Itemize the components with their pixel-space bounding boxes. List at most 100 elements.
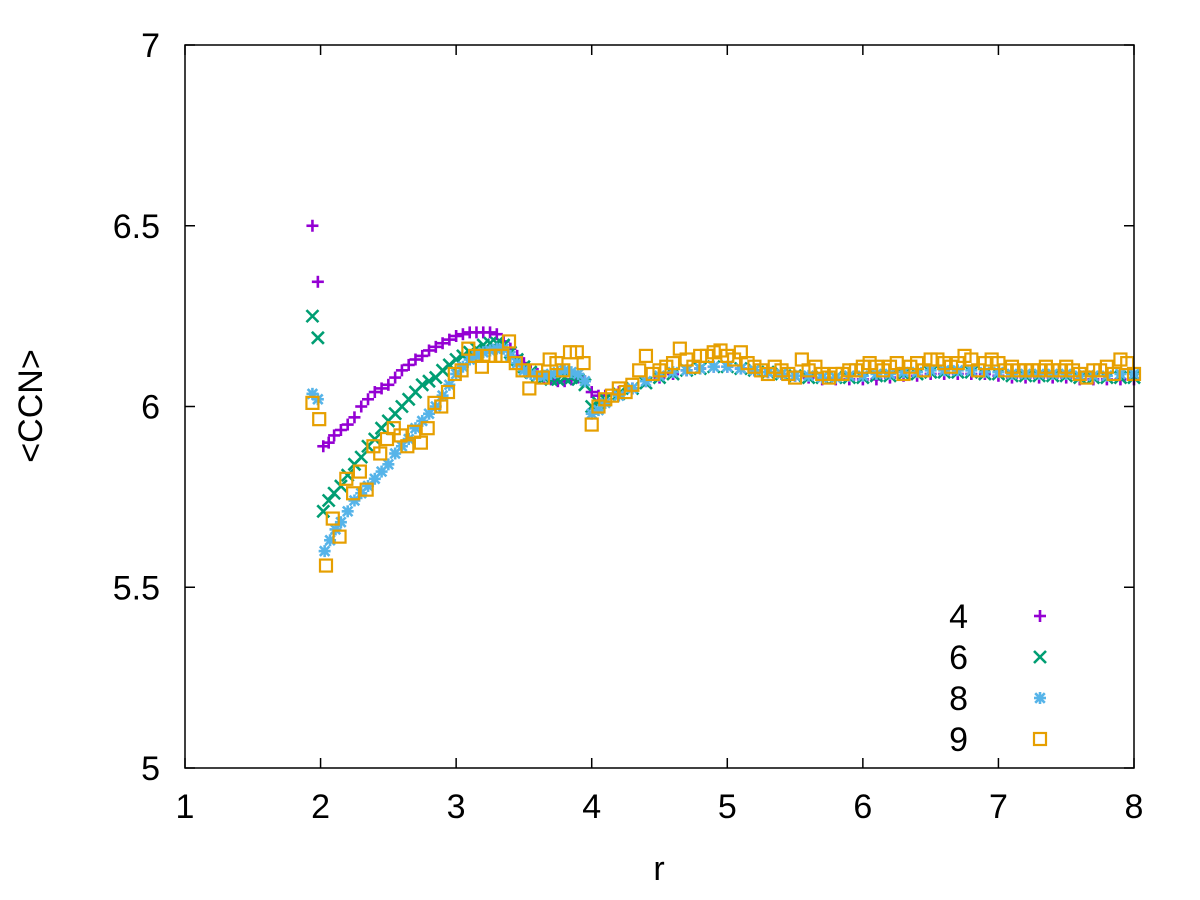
data-point [495,348,510,363]
data-point [318,558,334,573]
series-9 [305,334,1142,573]
data-point [501,334,517,349]
x-tick-label: 4 [582,788,601,826]
data-point [416,349,429,362]
data-point [310,330,325,345]
data-point [578,375,591,388]
data-point [306,219,319,232]
data-point [382,378,395,391]
x-tick-label: 6 [853,788,872,826]
data-point [429,340,442,353]
data-point [402,358,415,371]
x-tick-label: 1 [176,788,195,826]
data-point [638,348,654,363]
data-point [334,423,347,436]
data-point [423,344,436,357]
x-tick-label: 5 [718,788,737,826]
legend-marker [1032,731,1048,747]
y-tick-label: 5.5 [113,569,160,607]
data-point [556,363,571,378]
plot-frame [184,44,1135,769]
data-point [454,363,469,378]
data-point [787,370,803,385]
data-point [1106,366,1121,382]
data-point [413,435,428,450]
data-point [395,364,408,377]
legend-item-6: 6 [949,639,1047,677]
data-point [305,395,320,410]
data-point [535,370,551,385]
data-point [305,309,320,324]
data-point [415,377,430,392]
data-point [348,411,361,424]
x-tick-label: 3 [447,788,466,826]
legend-label: 9 [949,721,968,759]
data-point [515,363,530,378]
legend-marker [1034,610,1046,622]
legend-marker [1034,692,1046,704]
data-point [355,400,368,413]
data-point [325,511,340,526]
data-point [346,486,361,501]
axis-tick-labels: 1 2 3 4 5 6 7 8 5 5.5 6 6.5 7 [113,27,1144,826]
data-point [311,275,324,288]
data-point [400,439,415,454]
data-point [332,529,347,544]
data-point [362,393,375,406]
legend-label: 4 [949,598,968,636]
y-tick-label: 7 [141,27,160,65]
x-tick-label: 7 [989,788,1008,826]
y-tick-label: 5 [141,750,160,788]
data-point [422,374,436,389]
data-point [522,381,537,396]
points-layer [305,219,1142,573]
data-point [382,458,395,471]
data-point [456,328,469,341]
data-point [665,356,681,371]
data-point [632,363,647,378]
data-point [625,377,640,392]
data-point [576,356,591,371]
data-point [352,464,367,479]
y-axis-label: <CCN> [12,349,50,462]
x-tick-label: 8 [1125,788,1144,826]
y-tick-label: 6.5 [113,208,160,246]
data-point [420,421,435,436]
data-point [318,545,331,558]
data-point [707,360,720,373]
data-point [375,382,388,395]
data-point [373,446,388,461]
x-axis-label: r [653,850,664,888]
data-point [312,412,327,427]
legend-item-8: 8 [949,680,1046,718]
legend-item-9: 9 [949,721,1048,759]
data-point [341,505,354,518]
data-point [434,399,449,414]
data-point [359,482,374,497]
data-point [328,429,341,442]
data-point [368,386,381,399]
legend-item-4: 4 [949,598,1046,636]
legend-label: 6 [949,639,968,677]
y-tick-label: 6 [141,389,160,427]
data-point [341,418,354,431]
data-point [322,436,335,449]
data-point [450,330,463,343]
data-point [339,471,354,486]
data-point [409,353,422,366]
x-tick-label: 2 [311,788,330,826]
legend-label: 8 [949,680,968,718]
data-point [389,371,402,384]
data-point [436,337,449,350]
data-point [584,417,599,432]
data-point [354,450,369,465]
data-point [334,516,347,529]
data-point [585,386,598,399]
data-point [484,326,497,339]
data-point [440,384,456,400]
axis-ticks [184,44,1135,769]
data-point [443,333,456,346]
